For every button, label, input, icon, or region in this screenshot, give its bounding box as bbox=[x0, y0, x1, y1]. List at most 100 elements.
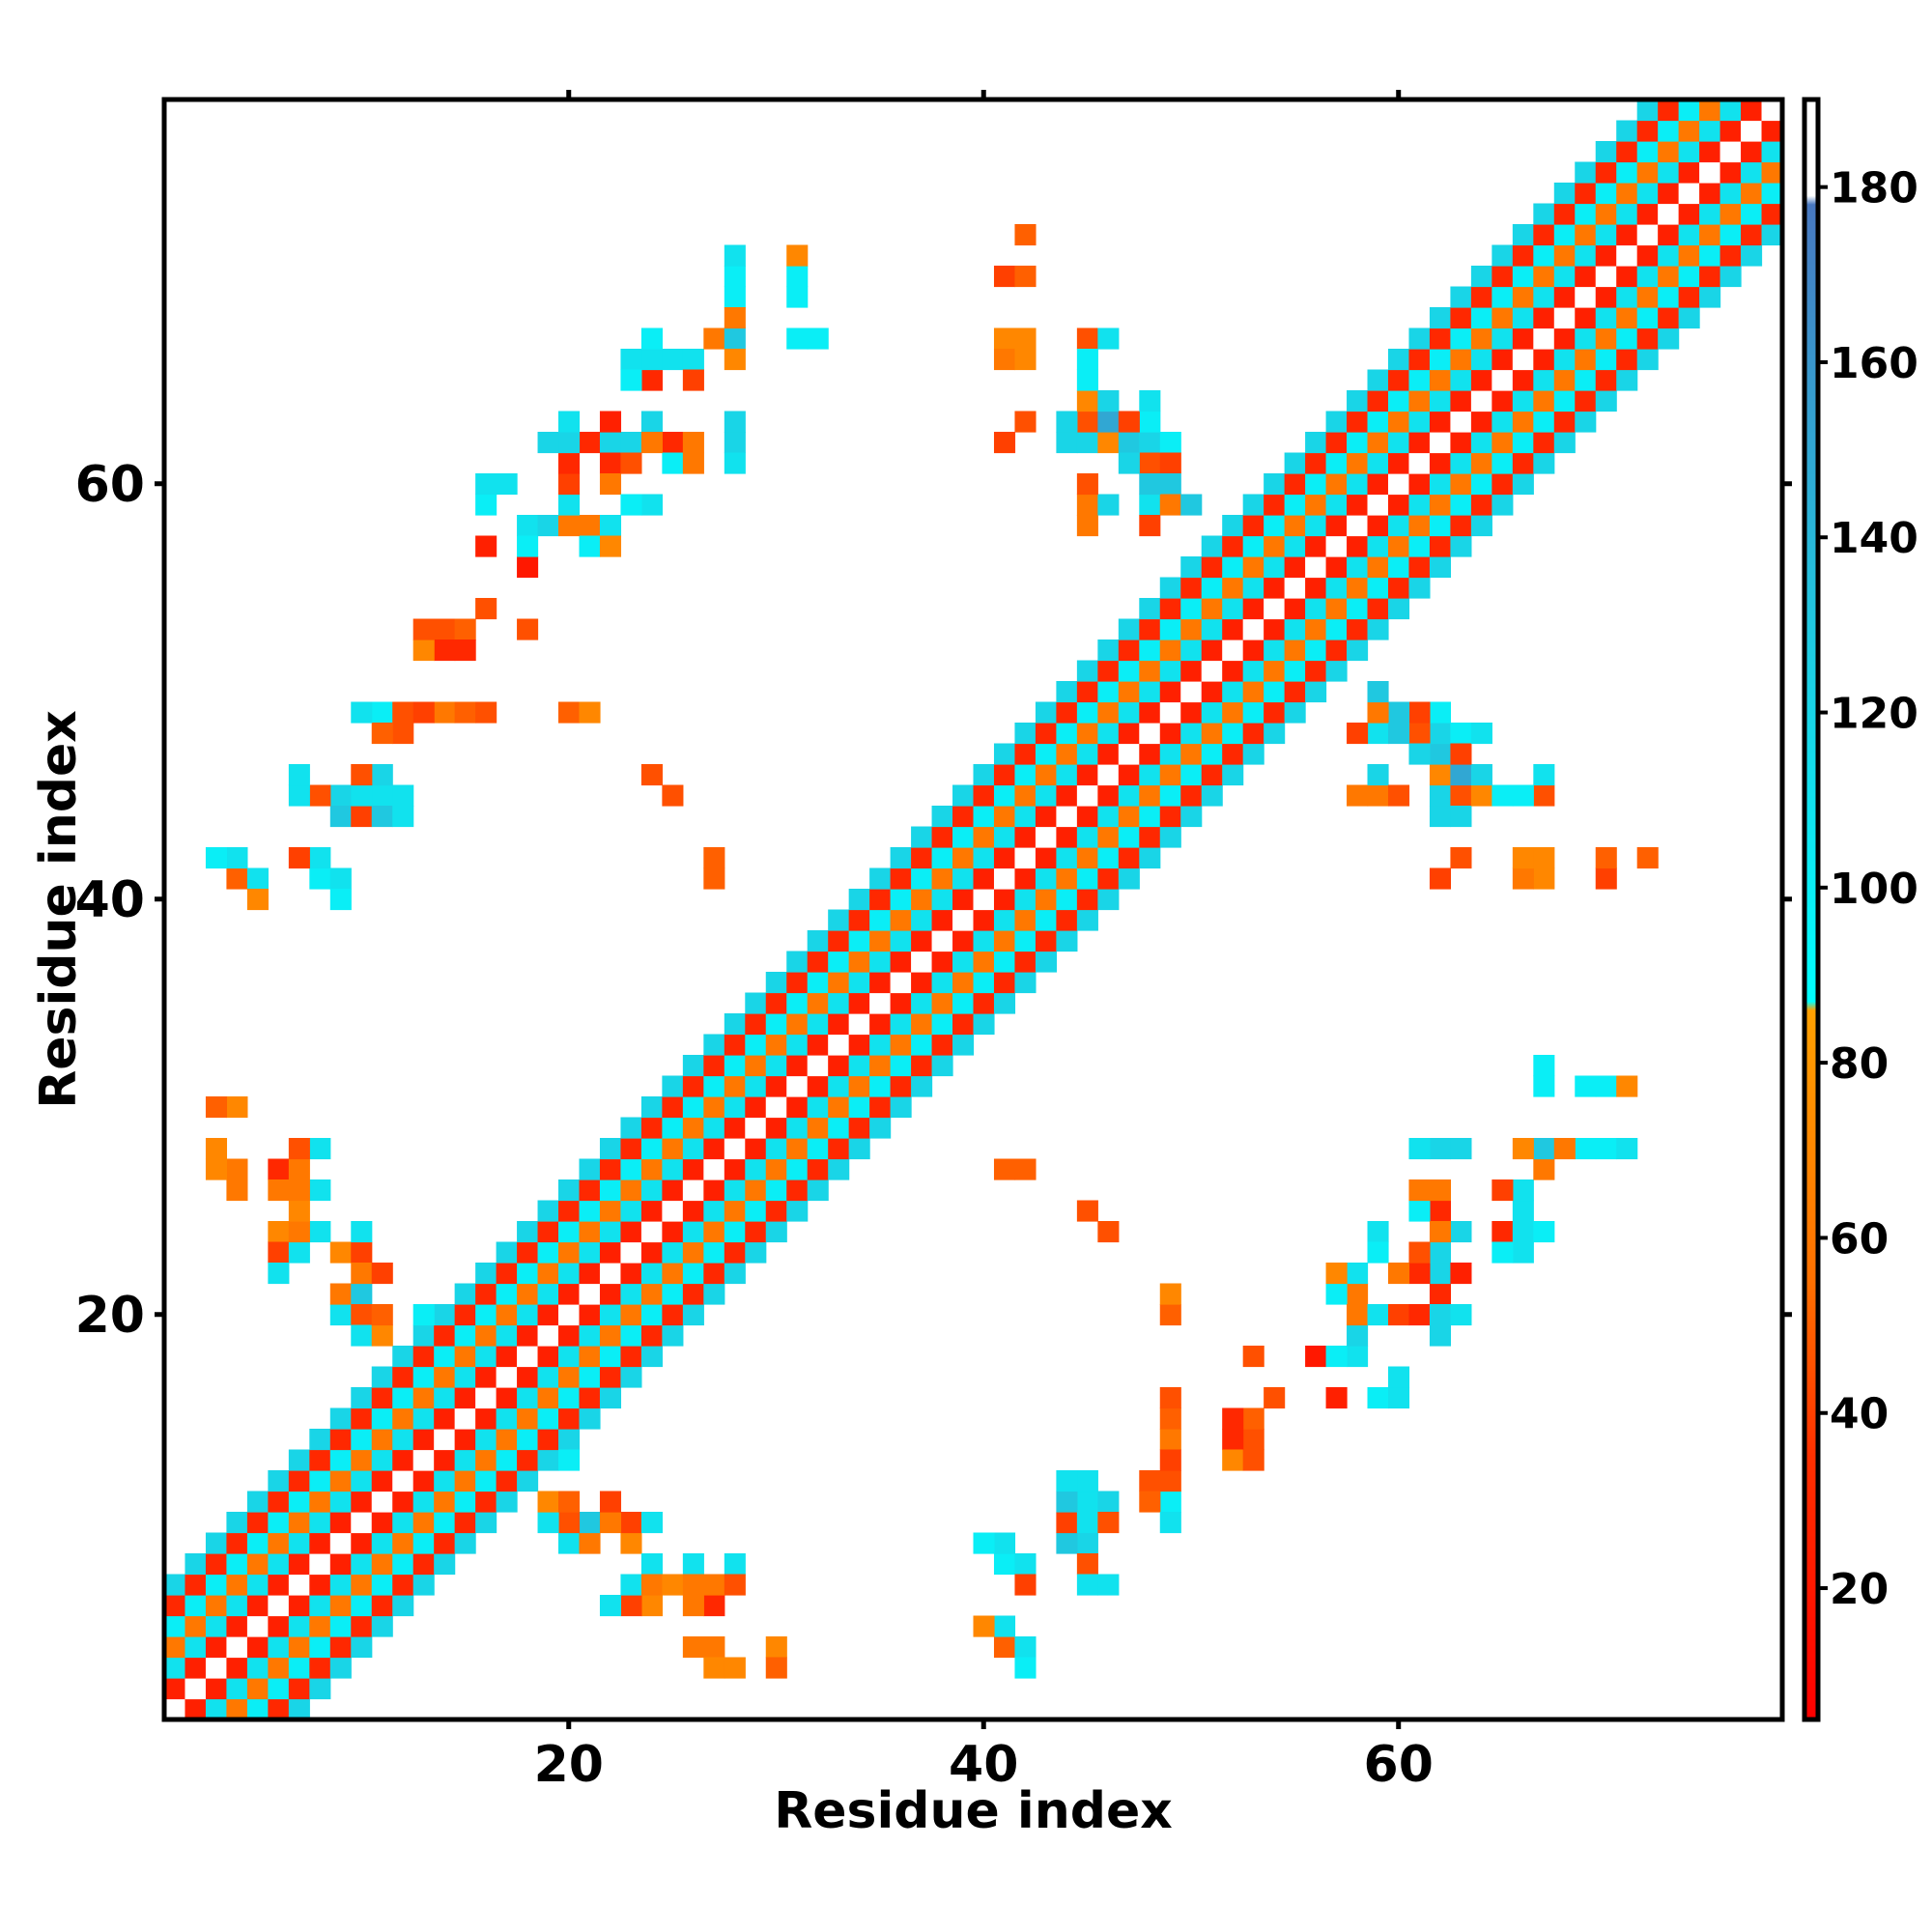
heatmap-cell bbox=[1097, 1512, 1120, 1534]
heatmap-cell bbox=[828, 1034, 850, 1056]
heatmap-cell bbox=[1719, 224, 1742, 246]
heatmap-cell bbox=[517, 1366, 539, 1388]
heatmap-cell bbox=[371, 1429, 393, 1451]
heatmap-cell bbox=[434, 618, 456, 640]
heatmap-cell bbox=[911, 930, 933, 952]
heatmap-cell bbox=[496, 1407, 518, 1430]
heatmap-cell bbox=[724, 1138, 746, 1160]
heatmap-cell bbox=[890, 1013, 912, 1036]
heatmap-cell bbox=[1450, 432, 1472, 454]
heatmap-cell bbox=[848, 909, 870, 931]
heatmap-cell bbox=[1242, 743, 1264, 765]
y-axis-title: Residue index bbox=[30, 710, 88, 1109]
heatmap-cell bbox=[1429, 1221, 1452, 1243]
heatmap-cell bbox=[1076, 349, 1098, 371]
heatmap-cell bbox=[662, 349, 684, 371]
heatmap-cell bbox=[1097, 764, 1120, 786]
heatmap-cell bbox=[579, 535, 601, 557]
heatmap-cell bbox=[1595, 244, 1617, 267]
heatmap-cell bbox=[993, 909, 1016, 931]
heatmap-cell bbox=[1056, 826, 1078, 848]
heatmap-cell bbox=[1387, 494, 1410, 516]
heatmap-cell bbox=[454, 1532, 476, 1554]
heatmap-cell bbox=[1450, 307, 1472, 329]
heatmap-cell bbox=[890, 972, 912, 994]
heatmap-cell bbox=[392, 1574, 414, 1596]
heatmap-cell bbox=[351, 1595, 373, 1617]
heatmap-cell bbox=[1367, 515, 1389, 537]
heatmap-cell bbox=[1492, 390, 1514, 412]
heatmap-cell bbox=[1719, 141, 1742, 163]
heatmap-cell bbox=[185, 1615, 207, 1637]
heatmap-cell bbox=[1408, 1241, 1431, 1264]
heatmap-cell bbox=[1242, 1429, 1264, 1451]
heatmap-cell bbox=[1076, 1574, 1098, 1596]
heatmap-cell bbox=[1347, 473, 1369, 496]
heatmap-cell bbox=[1014, 266, 1037, 288]
heatmap-cell bbox=[1347, 1304, 1369, 1326]
heatmap-cell bbox=[1264, 639, 1286, 662]
heatmap-cell bbox=[1408, 390, 1431, 412]
heatmap-cell bbox=[911, 992, 933, 1014]
heatmap-cell bbox=[371, 1324, 393, 1347]
heatmap-cell bbox=[1347, 618, 1369, 640]
heatmap-cell bbox=[1014, 1574, 1037, 1596]
heatmap-cell bbox=[952, 867, 975, 890]
heatmap-cell bbox=[765, 1055, 787, 1077]
heatmap-cell bbox=[1470, 515, 1492, 537]
heatmap-cell bbox=[1076, 764, 1098, 786]
heatmap-cell bbox=[1512, 244, 1534, 267]
heatmap-cell bbox=[558, 473, 581, 496]
heatmap-cell bbox=[517, 1241, 539, 1264]
heatmap-cell bbox=[1761, 120, 1783, 142]
heatmap-cell bbox=[1035, 889, 1057, 911]
heatmap-cell bbox=[1264, 494, 1286, 516]
heatmap-cell bbox=[682, 1283, 704, 1305]
heatmap-cell bbox=[351, 784, 373, 807]
heatmap-cell bbox=[288, 1241, 310, 1264]
colorbar bbox=[1802, 97, 1821, 1722]
heatmap-cell bbox=[1118, 806, 1140, 828]
heatmap-cell bbox=[1264, 681, 1286, 703]
heatmap-cell bbox=[1201, 764, 1223, 786]
heatmap-cell bbox=[579, 1221, 601, 1243]
heatmap-cell bbox=[1450, 515, 1472, 537]
heatmap-cell bbox=[1492, 307, 1514, 329]
heatmap-cell bbox=[786, 1096, 809, 1119]
heatmap-cell bbox=[1595, 183, 1617, 205]
heatmap-cell bbox=[1595, 307, 1617, 329]
heatmap-cell bbox=[1305, 494, 1327, 516]
heatmap-cell bbox=[1470, 473, 1492, 496]
heatmap-cell bbox=[1533, 327, 1555, 350]
heatmap-cell bbox=[1595, 369, 1617, 391]
heatmap-cell bbox=[454, 1346, 476, 1368]
heatmap-cell bbox=[993, 349, 1016, 371]
heatmap-cell bbox=[620, 1324, 642, 1347]
heatmap-cell bbox=[1553, 244, 1576, 267]
heatmap-cell bbox=[1180, 577, 1203, 599]
heatmap-cell bbox=[1076, 826, 1098, 848]
heatmap-cell bbox=[1616, 244, 1638, 267]
heatmap-cell bbox=[371, 764, 393, 786]
heatmap-cell bbox=[1118, 432, 1140, 454]
heatmap-cell bbox=[1450, 369, 1472, 391]
heatmap-cell bbox=[309, 784, 331, 807]
heatmap-cell bbox=[164, 1595, 186, 1617]
heatmap-cell bbox=[351, 1221, 373, 1243]
heatmap-cell bbox=[620, 1304, 642, 1326]
heatmap-cell bbox=[1159, 639, 1181, 662]
heatmap-cell bbox=[475, 1512, 497, 1534]
x-axis-ticks: 20 40 60 bbox=[534, 90, 1434, 1794]
heatmap-cell bbox=[579, 1200, 601, 1222]
heatmap-cell bbox=[164, 1636, 186, 1659]
heatmap-cell bbox=[1159, 743, 1181, 765]
heatmap-cell bbox=[724, 1117, 746, 1139]
heatmap-cell bbox=[620, 494, 642, 516]
heatmap-cell bbox=[1076, 1553, 1098, 1576]
heatmap-cell bbox=[1553, 183, 1576, 205]
heatmap-cell bbox=[1201, 723, 1223, 745]
heatmap-cell bbox=[869, 1075, 892, 1097]
heatmap-cell bbox=[1429, 723, 1452, 745]
heatmap-cell bbox=[517, 1221, 539, 1243]
heatmap-cell bbox=[1201, 701, 1223, 724]
